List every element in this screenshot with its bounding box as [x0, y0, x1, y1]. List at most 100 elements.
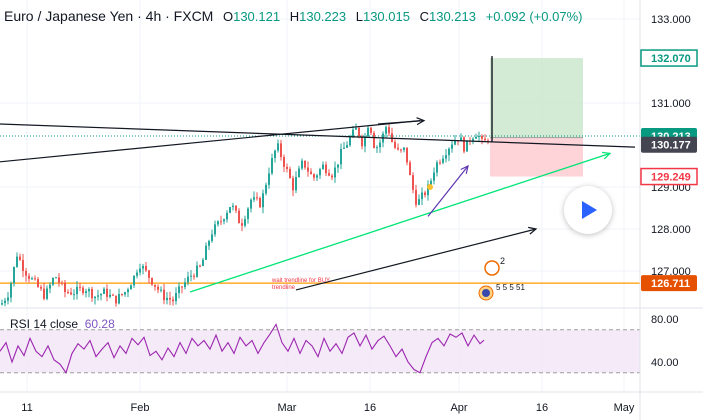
- open-label: O: [222, 9, 234, 24]
- candle-body: [136, 272, 138, 276]
- trendline-green_trend-head: [601, 151, 612, 160]
- candle-body: [406, 147, 408, 163]
- candle-body: [43, 288, 45, 299]
- candle-body: [316, 175, 318, 178]
- candle-body: [256, 197, 258, 199]
- candle-body: [97, 295, 99, 297]
- candle-body: [337, 164, 339, 168]
- candle-body: [250, 199, 252, 209]
- candle-body: [70, 292, 72, 295]
- candle-body: [202, 259, 204, 267]
- trendline-note: wait trendline for BUY: [271, 278, 330, 284]
- candle-body: [367, 127, 369, 137]
- candle-body: [82, 287, 84, 294]
- candle-body: [391, 133, 393, 142]
- candle-body: [133, 275, 135, 286]
- rsi-label[interactable]: RSI 14 close: [10, 317, 79, 331]
- candle-body: [400, 149, 402, 151]
- candle-body: [463, 137, 465, 152]
- candle-body: [355, 127, 357, 130]
- candle-body: [7, 297, 9, 301]
- candle-body: [328, 173, 330, 176]
- trendlines: [0, 56, 636, 293]
- candle-body: [130, 285, 132, 290]
- candle-body: [475, 136, 477, 139]
- candle-body: [160, 289, 162, 291]
- candle-body: [79, 286, 81, 288]
- candle-body: [1, 303, 3, 305]
- candle-body: [418, 199, 420, 205]
- candle-body: [421, 192, 423, 200]
- time-tick-label: 16: [364, 402, 376, 414]
- candle-body: [358, 127, 360, 137]
- candle-body: [163, 289, 165, 301]
- candle-body: [169, 297, 171, 300]
- candle-body: [235, 205, 237, 211]
- time-tick-label: Feb: [131, 402, 150, 414]
- candle-body: [34, 278, 36, 280]
- candle-body: [271, 158, 273, 174]
- candle-body: [46, 288, 48, 299]
- candle-body: [226, 212, 228, 220]
- candle-body: [145, 265, 147, 271]
- trendline-arrow_upper-head: [416, 117, 426, 126]
- candle-body: [289, 169, 291, 179]
- candle-body: [247, 208, 249, 220]
- candle-body: [397, 147, 399, 150]
- candle-body: [352, 129, 354, 138]
- candle-body: [331, 175, 333, 178]
- candle-body: [94, 296, 96, 299]
- play-icon: [582, 201, 597, 219]
- candle-body: [61, 282, 63, 284]
- price-tick-label: 131.000: [651, 98, 691, 110]
- rsi-line: [0, 323, 485, 374]
- candle-body: [241, 223, 243, 226]
- candle-body: [76, 286, 78, 295]
- rsi-pane: [0, 323, 640, 374]
- close-value: 130.213: [428, 9, 476, 24]
- candle-body: [361, 136, 363, 147]
- trendline-arrow_lower: [295, 228, 537, 291]
- candle-body: [388, 127, 390, 134]
- candle-body: [262, 193, 264, 208]
- candle-body: [454, 140, 456, 145]
- play-button[interactable]: [564, 186, 612, 234]
- trendline-arrow_purple: [427, 165, 469, 217]
- time-tick-label: May: [614, 402, 635, 414]
- candle-body: [415, 189, 417, 205]
- candle-body: [25, 270, 27, 276]
- candle-body: [217, 221, 219, 225]
- candle-body: [460, 137, 462, 141]
- candle-body: [166, 297, 168, 301]
- candle-body: [205, 245, 207, 260]
- symbol-title[interactable]: Euro / Japanese Yen · 4h · FXCM: [4, 8, 214, 24]
- candle-body: [343, 147, 345, 149]
- rsi-tick-label: 40.00: [651, 357, 679, 369]
- candle-body: [478, 136, 480, 138]
- candle-body: [394, 141, 396, 148]
- candle-body: [124, 292, 126, 295]
- candle-body: [223, 219, 225, 222]
- rsi-header: RSI 14 close 60.28: [10, 317, 115, 331]
- candle-body: [364, 136, 366, 147]
- candle-body: [229, 207, 231, 213]
- candlesticks: [1, 123, 489, 307]
- candle-body: [430, 180, 432, 185]
- candle-body: [121, 293, 123, 295]
- candle-body: [37, 279, 39, 287]
- candle-body: [28, 275, 30, 279]
- time-tick-label: 11: [21, 402, 32, 414]
- candle-body: [286, 166, 288, 170]
- entry-price-badge-bg: [641, 136, 697, 153]
- candle-body: [40, 286, 42, 289]
- candle-body: [16, 256, 18, 267]
- candle-body: [19, 256, 21, 260]
- candle-body: [64, 282, 66, 293]
- candle-body: [115, 295, 117, 304]
- candle-body: [334, 167, 336, 178]
- candle-body: [88, 288, 90, 292]
- candle-body: [172, 299, 174, 302]
- candle-body: [187, 276, 189, 283]
